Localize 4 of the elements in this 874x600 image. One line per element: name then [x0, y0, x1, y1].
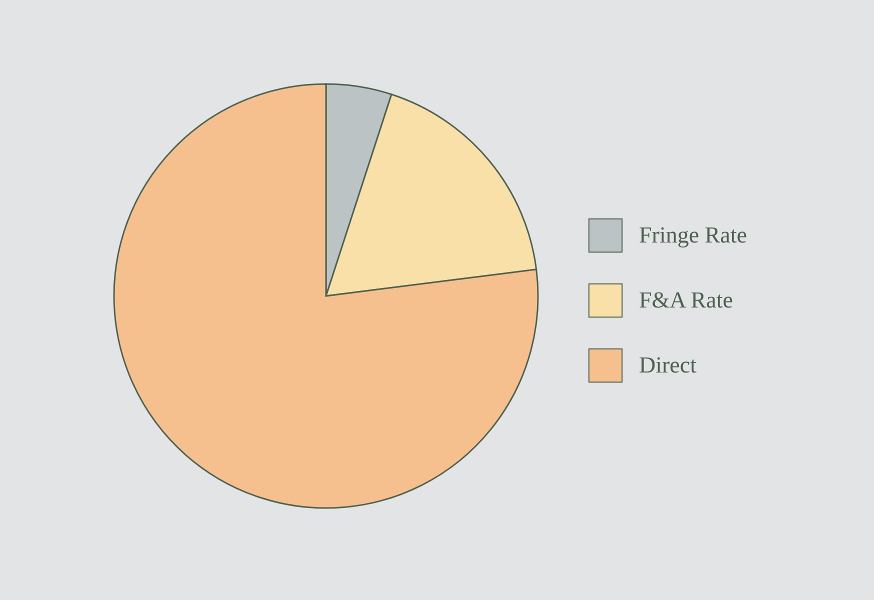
legend-label: Fringe Rate	[639, 222, 747, 248]
pie-slice	[113, 83, 539, 509]
legend-label: F&A Rate	[639, 288, 733, 312]
legend-label: Direct	[639, 352, 698, 378]
